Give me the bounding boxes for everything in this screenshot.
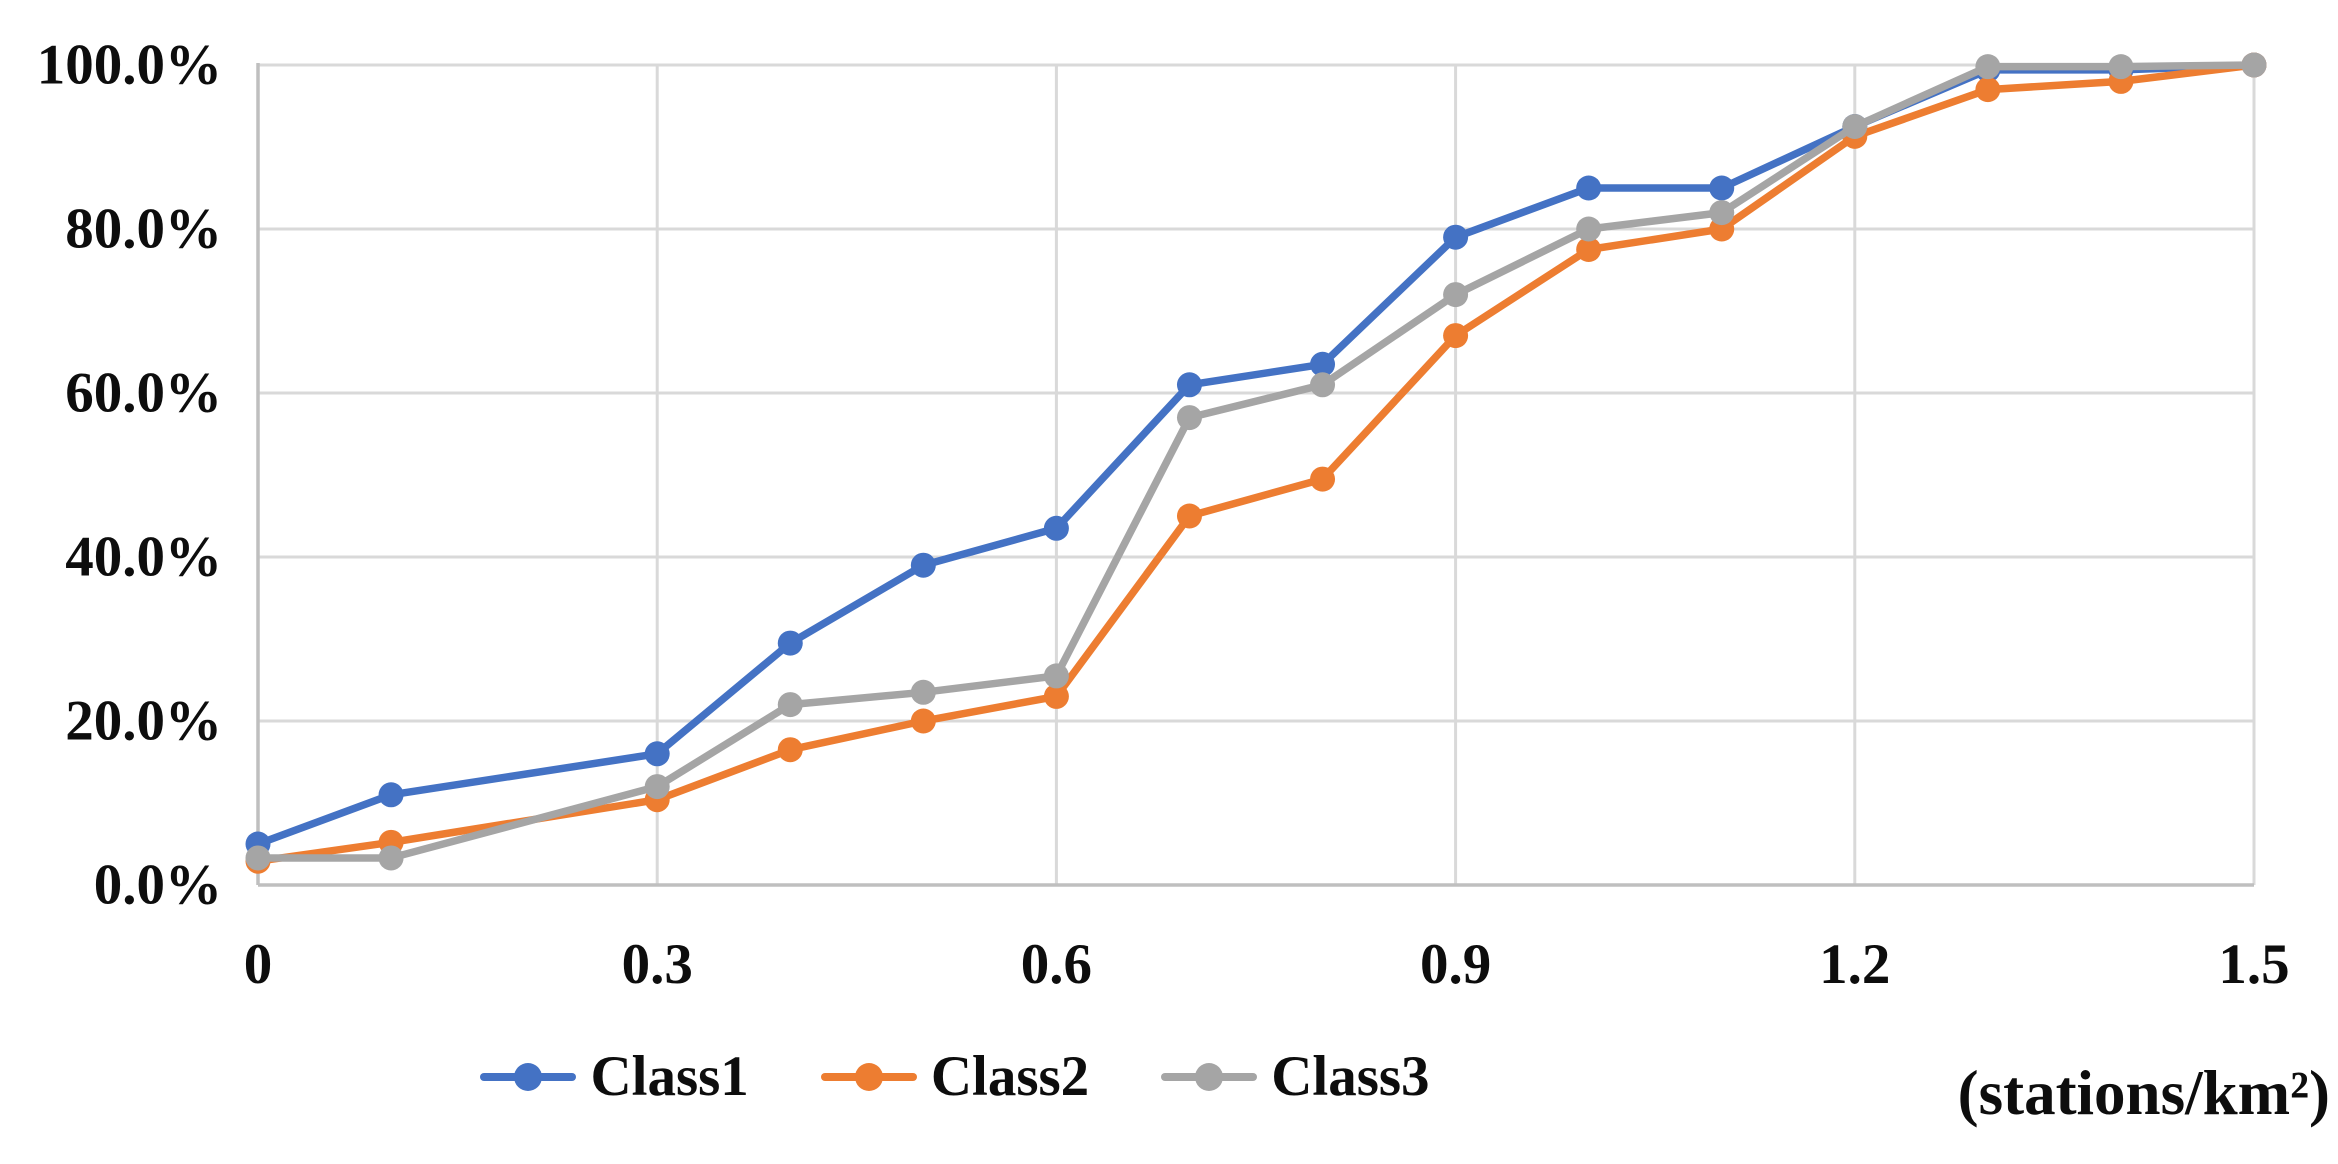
y-tick-label: 40.0%: [65, 526, 222, 589]
chart-svg: 0.0% 20.0% 40.0% 60.0% 80.0% 100.0% 0 0.3 0.6 0.9…: [37, 34, 2290, 997]
data-point-class3: [1443, 282, 1469, 308]
data-point-class3: [777, 692, 803, 718]
series-line-class1: [254, 61, 2258, 848]
data-point-class3: [1975, 54, 2001, 80]
data-point-class3: [2241, 52, 2267, 78]
legend-item-class1: Class1: [480, 1045, 749, 1108]
series-line-class2: [254, 61, 2258, 865]
legend-label: Class1: [590, 1045, 749, 1108]
x-tick-label: 0.9: [1420, 933, 1491, 996]
data-point-class3: [1576, 216, 1602, 242]
legend-label: Class3: [1271, 1045, 1430, 1108]
data-point-class1: [1576, 175, 1602, 201]
data-point-class2: [777, 737, 803, 763]
data-point-class2: [1443, 323, 1469, 349]
data-point-class3: [1310, 372, 1336, 398]
data-point-class1: [1443, 224, 1469, 250]
data-point-class2: [1043, 683, 1069, 709]
data-point-class3: [378, 845, 404, 871]
legend-label: Class2: [930, 1045, 1090, 1108]
legend-line-dot-icon: [1161, 1062, 1258, 1092]
data-point-class1: [777, 630, 803, 656]
x-tick-label: 1.2: [1819, 933, 1890, 996]
data-point-class3: [1176, 405, 1202, 431]
y-tick-label: 20.0%: [65, 690, 222, 753]
data-point-class1: [378, 782, 404, 808]
y-tick-label: 0.0%: [94, 854, 222, 917]
data-point-class3: [1043, 663, 1069, 689]
chart-legend: Class1 Class2 Class3: [0, 1048, 1910, 1105]
data-point-class1: [910, 552, 936, 578]
data-point-class3: [2108, 54, 2134, 80]
x-tick-label: 1.5: [2218, 933, 2289, 996]
data-point-class3: [910, 679, 936, 705]
data-point-class2: [1576, 237, 1602, 262]
x-tick-label: 0.3: [622, 933, 693, 996]
y-tick-label: 100.0%: [37, 34, 222, 97]
data-point-class2: [1310, 466, 1336, 492]
series-line-class3: [254, 61, 2258, 862]
x-axis-unit-title: (stations/km²): [1957, 1058, 2330, 1128]
legend-dot: [514, 1062, 543, 1091]
data-point-class3: [1842, 114, 1868, 139]
data-point-class1: [1043, 515, 1069, 541]
legend-item-class2: Class2: [820, 1045, 1090, 1108]
legend-line-dot-icon: [820, 1062, 917, 1092]
data-point-class1: [1176, 372, 1202, 398]
y-tick-label: 80.0%: [65, 198, 222, 261]
data-point-class2: [910, 708, 936, 734]
x-tick-label: 0.6: [1021, 933, 1092, 996]
data-point-class3: [245, 845, 271, 871]
legend-dot: [854, 1062, 883, 1091]
data-point-class1: [1709, 175, 1735, 201]
legend-item-class3: Class3: [1161, 1045, 1430, 1108]
legend-line-dot-icon: [480, 1062, 577, 1092]
data-point-class3: [644, 774, 670, 800]
x-tick-label: 0: [244, 933, 273, 996]
data-point-class2: [1176, 503, 1202, 529]
data-point-class1: [1310, 351, 1336, 377]
legend-dot: [1195, 1062, 1224, 1091]
data-point-class1: [644, 741, 670, 767]
data-point-class3: [1709, 200, 1735, 226]
y-tick-label: 60.0%: [65, 362, 222, 425]
data-point-class2: [1975, 77, 2001, 103]
